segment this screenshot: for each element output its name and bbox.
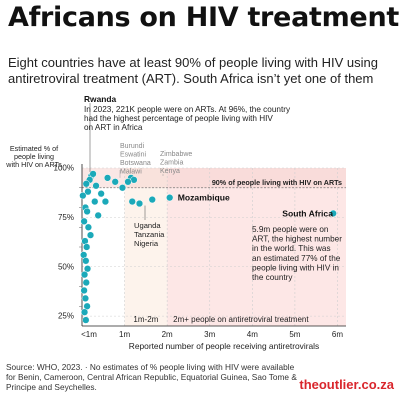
page-title: Africans on HIV treatment: [8, 2, 399, 33]
data-point: [124, 178, 132, 186]
data-point: [81, 294, 90, 303]
data-point: [92, 182, 100, 190]
data-point: [80, 286, 88, 295]
annotation-rwanda-text: had the highest percentage of people liv…: [84, 114, 273, 123]
data-point: [80, 271, 89, 279]
data-point: [118, 184, 127, 192]
annotation-group2: Zimbabwe: [160, 151, 192, 158]
band-label-2m-plus: 2m+ people on antiretroviral treatment: [173, 315, 309, 324]
reference-label: 90% of people living with HIV on ARTs: [212, 178, 342, 187]
annotation-group1: Malawi: [120, 169, 142, 176]
annotation-south-africa-text: in the world. This was: [252, 244, 331, 253]
x-tick-label: 3m: [204, 330, 215, 339]
annotation-group2: Kenya: [160, 168, 180, 175]
data-point: [166, 193, 174, 202]
annotation-south-africa-text: an estimated 77% of the: [252, 254, 341, 263]
x-tick-label: 1m: [119, 330, 130, 339]
data-point: [83, 207, 91, 216]
annotation-group1: Eswatini: [120, 152, 147, 159]
page-subtitle: Eight countries have at least 90% of peo…: [8, 55, 378, 86]
annotation-south-africa-title: South Africa: [282, 208, 333, 218]
y-tick-label: 100%: [54, 164, 74, 173]
y-axis-label-line: with HIV on ARTs: [5, 160, 62, 169]
data-point: [97, 190, 105, 198]
annotation-mozambique: Mozambique: [178, 193, 230, 203]
annotation-rwanda-title: Rwanda: [84, 94, 116, 104]
x-axis-label: Reported number of people receiving anti…: [129, 341, 319, 351]
x-tick-label: 4m: [247, 330, 258, 339]
data-point: [103, 174, 112, 182]
x-tick-label: 5m: [289, 330, 300, 339]
data-point: [135, 199, 144, 208]
data-point: [89, 170, 97, 178]
annotation-south-africa-text: 5.9m people were on: [252, 225, 329, 234]
data-point: [82, 180, 90, 188]
band-label-1m-2m: 1m-2m: [133, 315, 158, 324]
annotation-group3: Nigeria: [134, 239, 159, 248]
y-tick-label: 50%: [58, 262, 74, 271]
y-axis-label-line: Estimated % of: [10, 144, 58, 153]
data-point: [82, 278, 90, 287]
data-point: [148, 195, 156, 204]
data-point: [84, 223, 93, 231]
data-point: [84, 188, 92, 196]
x-tick-label: 2m: [162, 330, 173, 339]
data-point: [79, 192, 87, 200]
annotation-group1: Botswana: [120, 160, 151, 167]
data-point: [94, 211, 102, 220]
data-point: [101, 197, 110, 206]
annotation-group2: Zambia: [160, 160, 183, 167]
data-point: [82, 316, 90, 324]
y-axis-label-line: people living: [14, 152, 54, 161]
annotation-rwanda-text: on ART in Africa: [84, 123, 143, 132]
annotation-group3: Tanzania: [134, 230, 165, 239]
data-point: [128, 197, 136, 206]
x-tick-label: <1m: [81, 330, 97, 339]
data-point: [86, 231, 95, 239]
data-point: [329, 209, 337, 218]
reference-band: [82, 168, 346, 188]
source-note: Source: WHO, 2023. · No estimates of % p…: [6, 362, 297, 392]
annotation-group1: Burundi: [120, 143, 145, 150]
y-tick-label: 25%: [58, 312, 74, 321]
annotation-south-africa-text: people living with HIV in: [252, 263, 339, 272]
band-1: [124, 168, 168, 326]
data-point: [91, 197, 99, 206]
data-point: [80, 217, 88, 225]
annotation-rwanda-text: In 2023, 221K people were on ARTs. At 96…: [84, 105, 291, 114]
brand-logo: theoutlier.co.za: [299, 377, 394, 392]
annotation-group3: Uganda: [134, 221, 161, 230]
data-point: [83, 265, 92, 273]
data-point: [83, 243, 91, 251]
annotation-south-africa-text: ART, the highest number: [252, 235, 342, 244]
band-2: [167, 168, 346, 326]
data-point: [111, 178, 119, 186]
x-tick-label: 6m: [332, 330, 343, 339]
y-tick-label: 75%: [58, 213, 74, 222]
annotation-south-africa-text: the country: [252, 273, 293, 282]
data-point: [82, 257, 90, 265]
data-point: [80, 308, 89, 316]
